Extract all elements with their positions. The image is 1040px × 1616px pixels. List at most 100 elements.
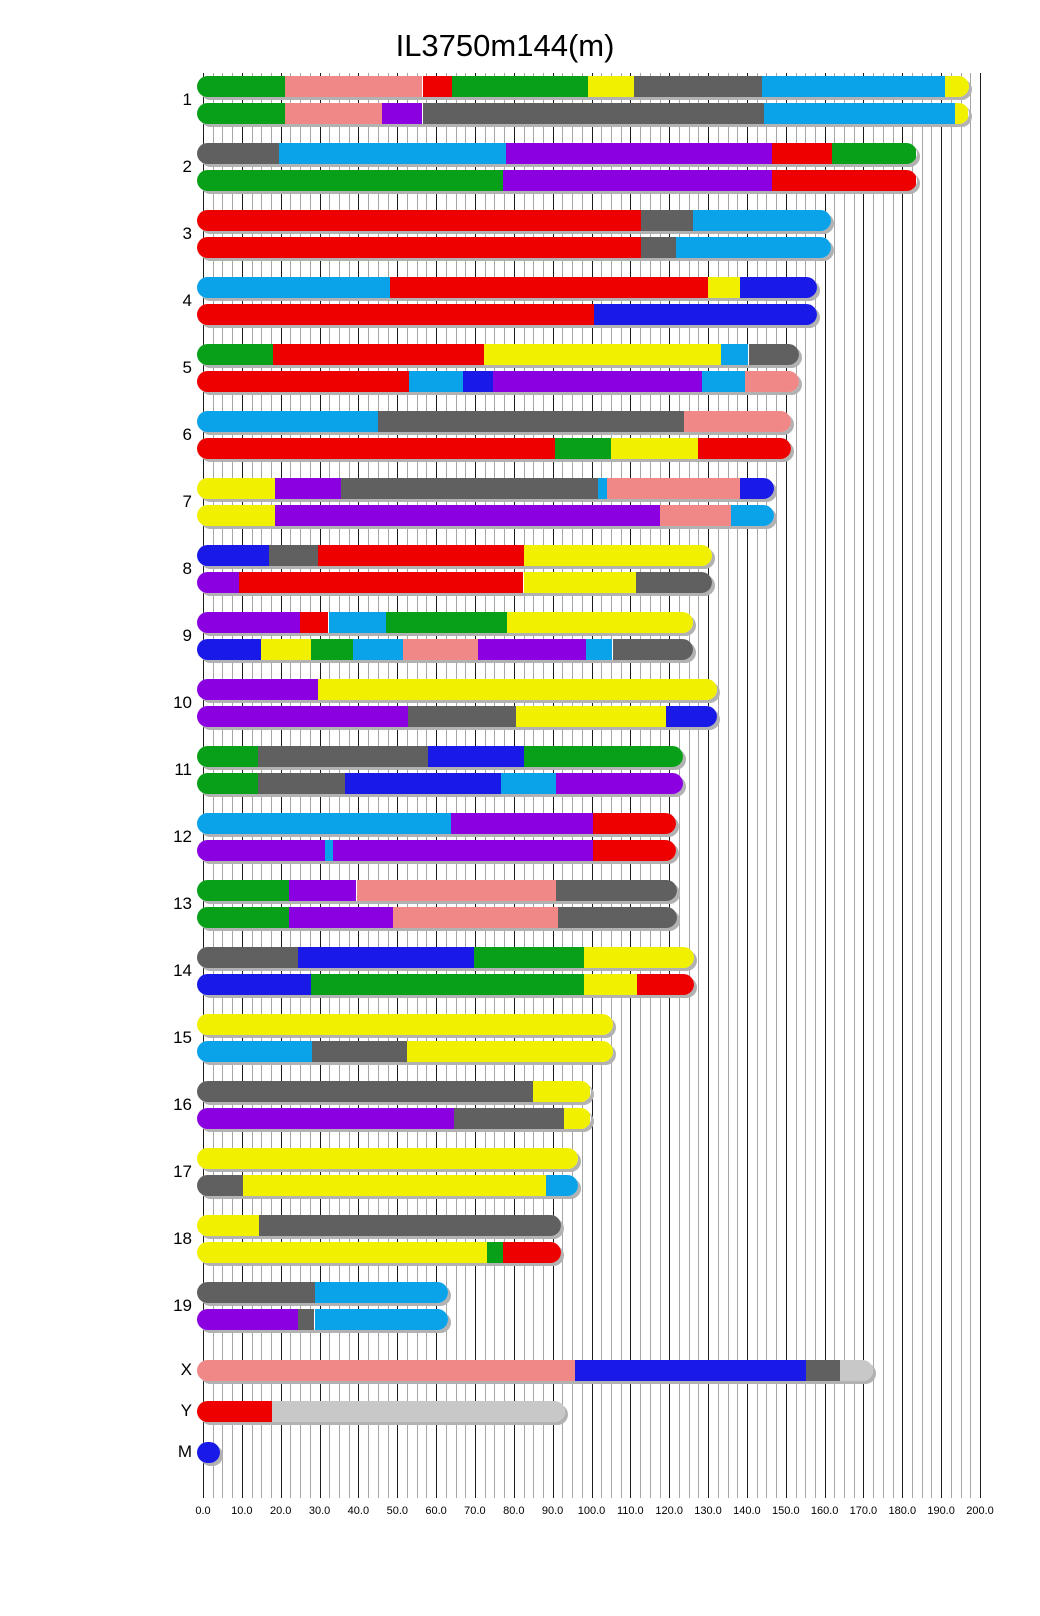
- segment-purple: [197, 1108, 454, 1129]
- segment-yellow: [406, 1041, 613, 1062]
- segment-pink: [284, 76, 423, 97]
- segment-sky: [762, 76, 945, 97]
- chromosome-8-haplotype-bar-2: [197, 572, 712, 593]
- segment-green: [555, 438, 611, 459]
- segment-green: [473, 947, 584, 968]
- segment-gray: [197, 1282, 315, 1303]
- segment-green: [197, 746, 258, 767]
- gridline-minor: [776, 73, 777, 1498]
- chromosome-7-haplotype-bar-1: [197, 478, 774, 499]
- segment-gray: [634, 76, 763, 97]
- chromosome-label-10: 10: [173, 693, 192, 712]
- segment-red: [318, 545, 524, 566]
- axis-tick-label: 110.0: [616, 1505, 644, 1517]
- chromosome-15-haplotype-bar-2: [197, 1041, 613, 1062]
- gridline-minor: [970, 73, 972, 1498]
- gridline-major: [941, 73, 943, 1498]
- chromosome-label-12: 12: [173, 827, 192, 846]
- segment-yellow: [587, 76, 635, 97]
- segment-sky: [408, 371, 464, 392]
- segment-purple: [197, 706, 409, 727]
- gridline-minor: [795, 73, 797, 1498]
- chromosome-label-13: 13: [173, 894, 192, 913]
- chromosome-X-haplotype-bar-1: [197, 1360, 874, 1381]
- segment-green: [197, 76, 285, 97]
- segment-gray: [197, 1175, 243, 1196]
- chromosome-label-2: 2: [182, 157, 192, 176]
- chromosome-19-haplotype-bar-1: [197, 1282, 448, 1303]
- segment-pink: [683, 411, 791, 432]
- segment-yellow: [197, 505, 275, 526]
- chromosome-label-14: 14: [173, 961, 192, 980]
- axis-tick-label: 10.0: [231, 1505, 253, 1517]
- chromosome-13-haplotype-bar-1: [197, 880, 677, 901]
- segment-purple: [451, 813, 593, 834]
- gridline-minor: [766, 73, 768, 1498]
- segment-pink: [403, 639, 479, 660]
- gridline-minor: [882, 73, 884, 1498]
- segment-sky: [597, 478, 608, 499]
- segment-sky: [721, 344, 749, 365]
- segment-yellow: [945, 76, 969, 97]
- gridline-major: [785, 73, 787, 1498]
- segment-lightgray: [839, 1360, 874, 1381]
- axis-tick-label: 100.0: [577, 1505, 606, 1517]
- chromosome-label-M: M: [177, 1442, 192, 1461]
- chromosome-label-17: 17: [173, 1162, 192, 1181]
- chromosome-6-haplotype-bar-1: [197, 411, 791, 432]
- chromosome-9-haplotype-bar-2: [197, 639, 694, 660]
- gridline-minor: [853, 73, 855, 1498]
- gridline-minor: [931, 73, 933, 1498]
- chromosome-label-15: 15: [173, 1028, 192, 1047]
- gridline-minor: [921, 73, 923, 1498]
- chromosome-17-haplotype-bar-1: [197, 1148, 579, 1169]
- segment-blue: [197, 545, 269, 566]
- segment-purple: [197, 572, 240, 593]
- chromosome-13-haplotype-bar-2: [197, 907, 677, 928]
- chromosome-M-haplotype-bar-1: [197, 1442, 220, 1463]
- segment-green: [197, 773, 258, 794]
- axis-tick-label: 90.0: [541, 1505, 564, 1517]
- segment-gray: [805, 1360, 840, 1381]
- segment-purple: [197, 612, 300, 633]
- segment-gray: [197, 1081, 533, 1102]
- segment-gray: [640, 210, 694, 231]
- gridline-minor: [844, 73, 845, 1498]
- axis-tick-label: 120.0: [655, 1505, 683, 1517]
- gridline-minor: [892, 73, 894, 1498]
- gridline-major: [980, 73, 981, 1498]
- segment-sky: [328, 612, 386, 633]
- segment-yellow: [197, 1148, 579, 1169]
- gridline-minor: [717, 73, 719, 1498]
- segment-yellow: [242, 1175, 546, 1196]
- chromosome-label-18: 18: [173, 1229, 192, 1248]
- segment-blue: [463, 371, 494, 392]
- segment-purple: [556, 773, 684, 794]
- chromosome-7-haplotype-bar-2: [197, 505, 774, 526]
- segment-pink: [607, 478, 740, 499]
- gridline-minor: [873, 73, 875, 1498]
- chromosome-label-5: 5: [182, 358, 192, 377]
- segment-blue: [665, 706, 717, 727]
- segment-purple: [381, 103, 423, 124]
- segment-blue: [197, 974, 312, 995]
- segment-gray: [408, 706, 517, 727]
- gridline-minor: [834, 73, 836, 1498]
- segment-gray: [311, 1041, 407, 1062]
- segment-yellow: [197, 1215, 259, 1236]
- segment-purple: [332, 840, 593, 861]
- gridline-minor: [912, 73, 913, 1498]
- gridline-minor: [688, 73, 690, 1498]
- segment-gray: [378, 411, 684, 432]
- gridline-major: [863, 73, 865, 1498]
- segment-blue: [197, 639, 262, 660]
- segment-gray: [422, 103, 765, 124]
- segment-green: [451, 76, 588, 97]
- chromosome-18-haplotype-bar-2: [197, 1242, 562, 1263]
- segment-red: [637, 974, 695, 995]
- chromosome-16-haplotype-bar-1: [197, 1081, 591, 1102]
- chromosome-2-haplotype-bar-1: [197, 143, 917, 164]
- segment-gray: [556, 880, 677, 901]
- segment-yellow: [563, 1108, 591, 1129]
- segment-sky: [546, 1175, 578, 1196]
